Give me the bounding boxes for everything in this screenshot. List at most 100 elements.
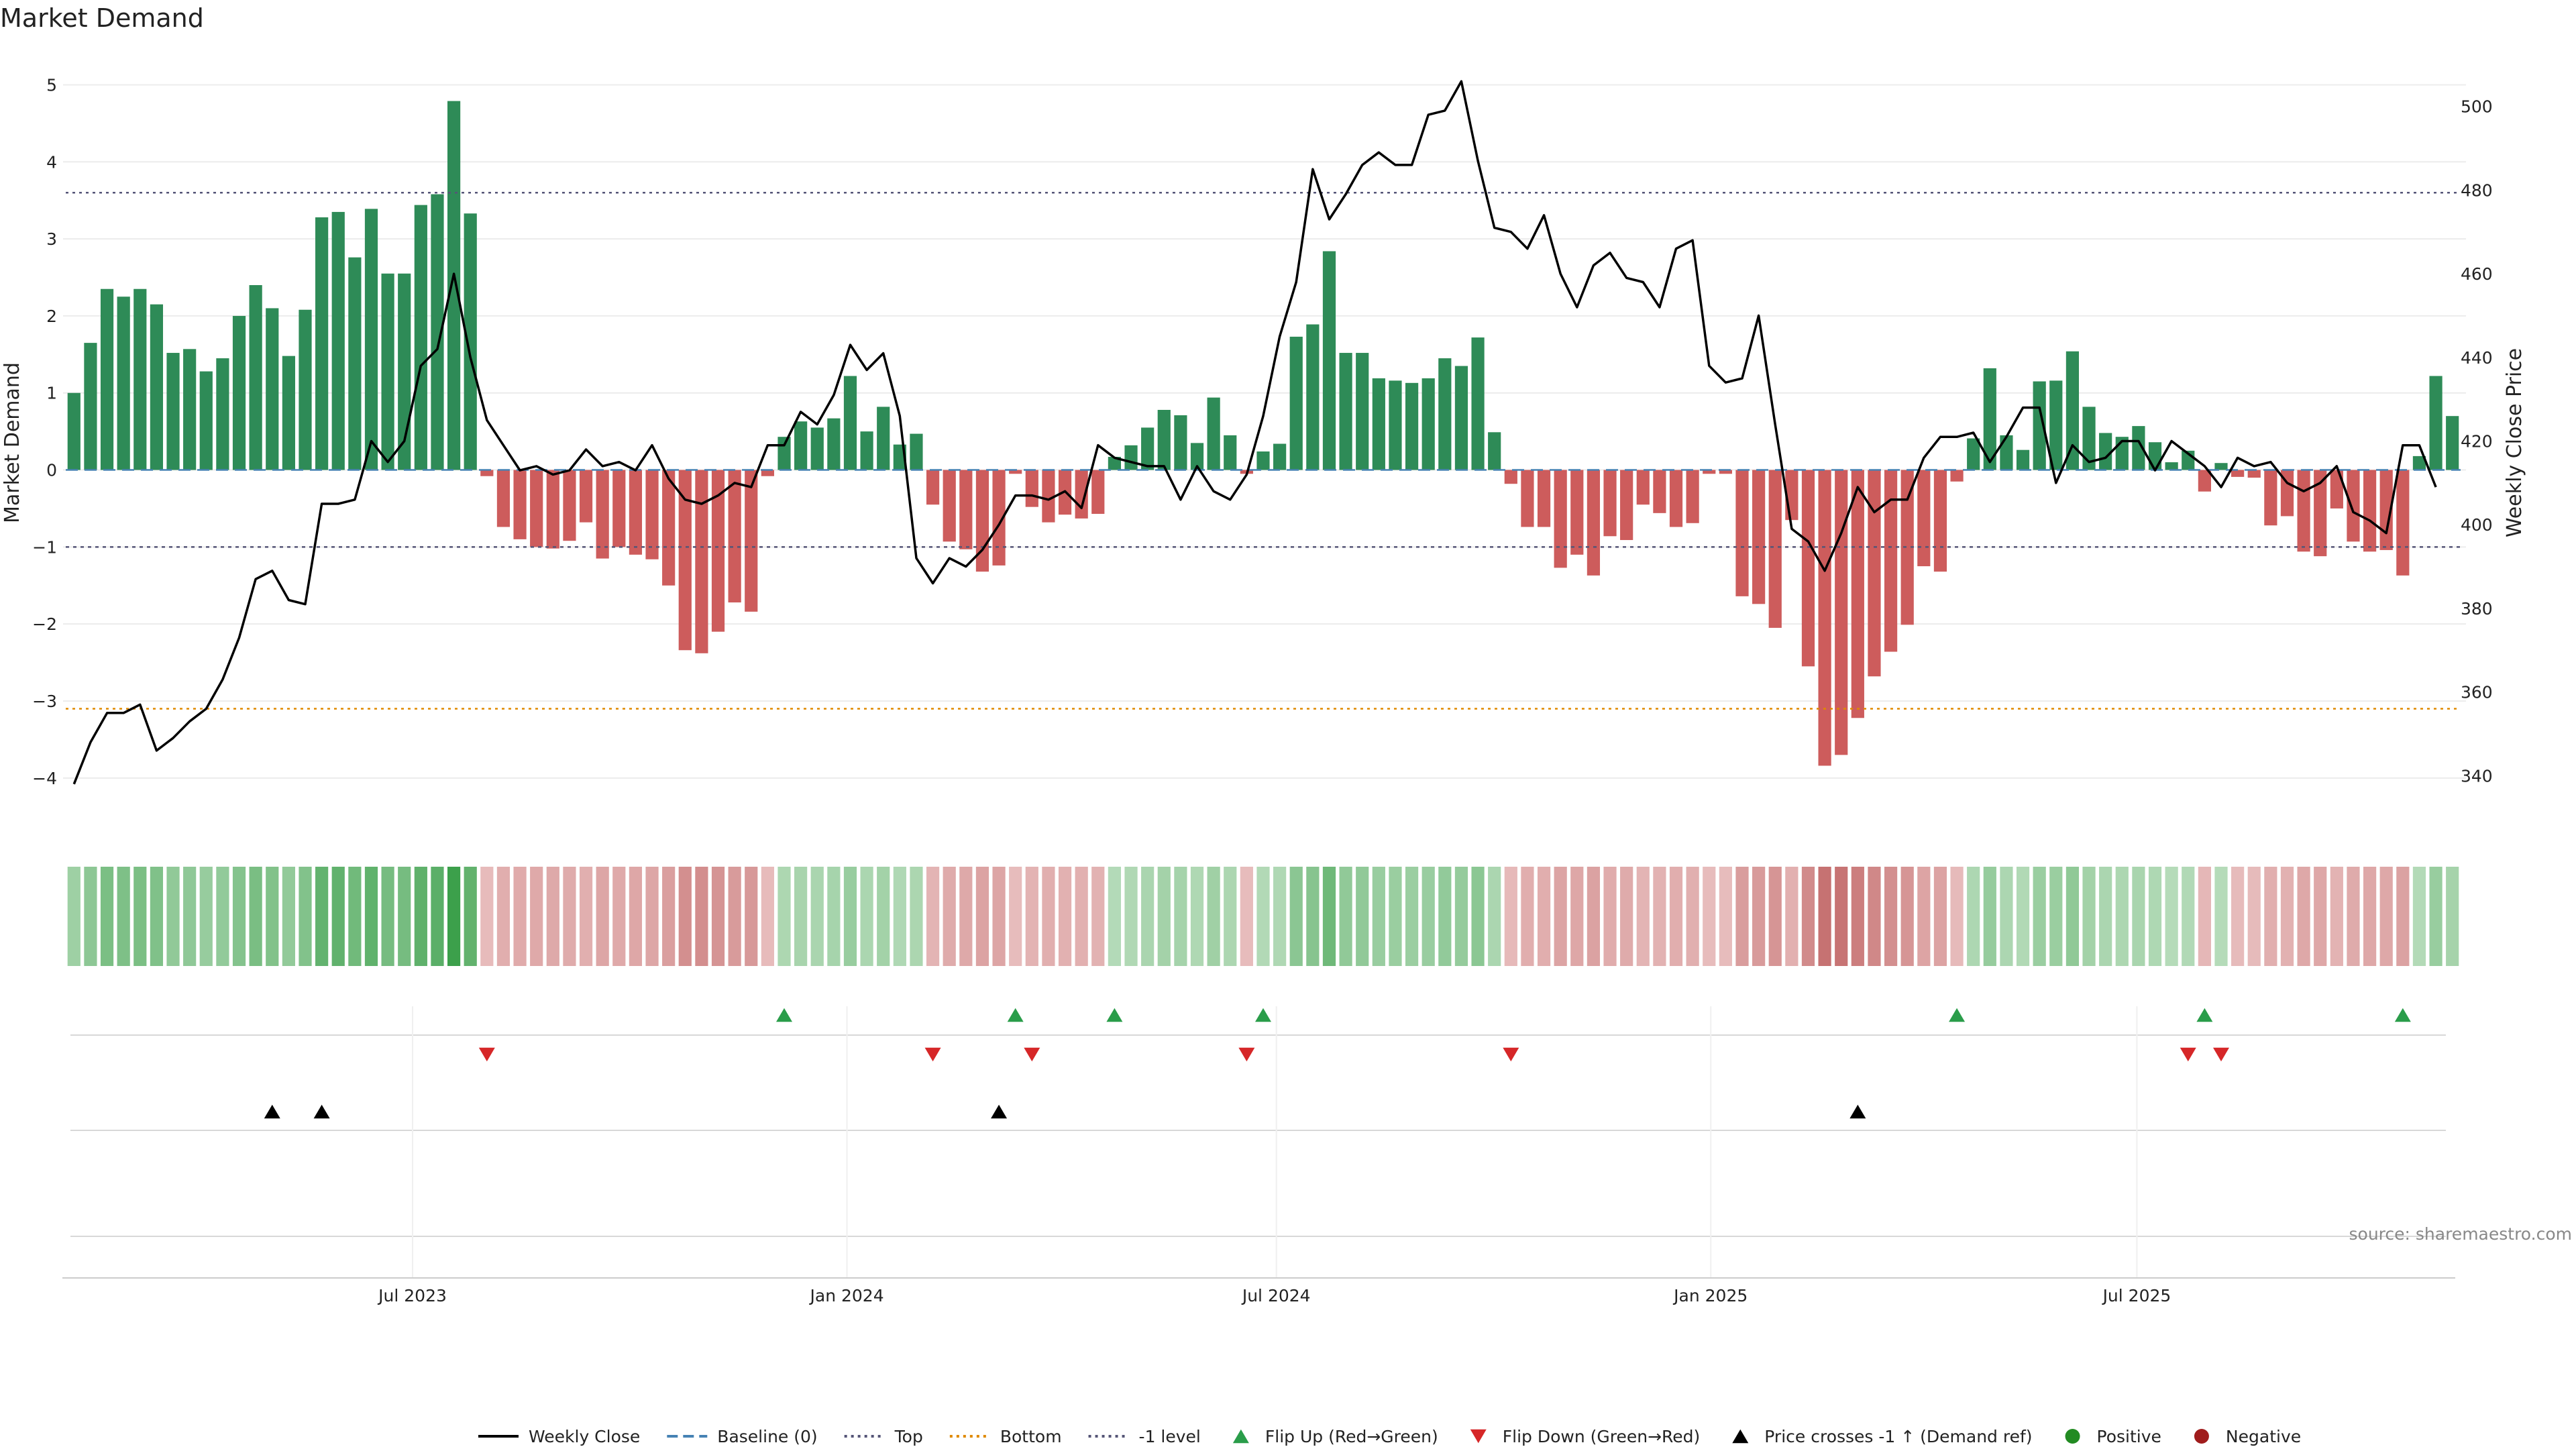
- heat-cell: [810, 867, 824, 966]
- heat-cell: [232, 867, 246, 966]
- x-tick-label: Jul 2023: [377, 1286, 447, 1305]
- heat-cell: [166, 867, 180, 966]
- demand-bar: [2198, 470, 2211, 492]
- heat-cell: [315, 867, 329, 966]
- demand-bar: [2049, 380, 2063, 470]
- demand-bar: [2016, 449, 2030, 470]
- heat-cell: [183, 867, 197, 966]
- flip-down-marker: [2180, 1047, 2196, 1062]
- demand-bar: [1983, 368, 1996, 470]
- y2-axis-label: Weekly Close Price: [2503, 348, 2526, 537]
- y-tick-label: 2: [46, 307, 57, 326]
- heat-cell: [2099, 867, 2112, 966]
- demand-bar: [1174, 415, 1187, 470]
- heat-cell: [1983, 867, 1996, 966]
- heat-cell: [1042, 867, 1055, 966]
- demand-bar: [2412, 455, 2426, 470]
- heat-cell: [678, 867, 692, 966]
- heat-cell: [1884, 867, 1898, 966]
- heat-cell: [1835, 867, 1848, 966]
- flip-down-marker: [1238, 1047, 1255, 1062]
- flip-up-marker: [2196, 1008, 2213, 1022]
- demand-bar: [1322, 251, 1336, 470]
- heat-cell: [761, 867, 774, 966]
- heat-cell: [1306, 867, 1320, 966]
- demand-bar: [1224, 435, 1237, 470]
- demand-bar: [1356, 353, 1369, 470]
- heat-cell: [1075, 867, 1088, 966]
- heat-cell: [596, 867, 609, 966]
- y-tick-label: 4: [46, 152, 57, 172]
- heat-cell: [199, 867, 213, 966]
- demand-bar: [2165, 462, 2178, 470]
- heat-cell: [695, 867, 708, 966]
- heat-cell: [496, 867, 511, 966]
- flip-up-marker: [776, 1008, 792, 1022]
- x-tick-label: Jul 2024: [1241, 1286, 1311, 1305]
- heat-cell: [100, 867, 114, 966]
- demand-bar: [1091, 470, 1105, 514]
- demand-bar: [695, 470, 708, 653]
- heat-cell: [1719, 867, 1732, 966]
- demand-bar: [431, 194, 444, 470]
- flip-down-marker: [478, 1047, 495, 1062]
- heat-cell: [2115, 867, 2129, 966]
- demand-bar: [381, 273, 394, 470]
- demand-bar: [2330, 470, 2343, 508]
- demand-bar: [150, 304, 164, 470]
- y2-tick-label: 360: [2461, 683, 2493, 702]
- demand-bar: [612, 470, 626, 547]
- heat-cell: [1273, 867, 1287, 966]
- heat-cell: [1207, 867, 1220, 966]
- demand-bar: [1768, 470, 1782, 628]
- demand-bar: [496, 470, 511, 527]
- heat-cell: [943, 867, 956, 966]
- demand-bar: [728, 470, 741, 603]
- heat-cell: [2314, 867, 2327, 966]
- heat-cell: [2000, 867, 2013, 966]
- demand-bar: [1570, 470, 1584, 555]
- right-axis-ticks: 340 360 380 400 420 440 460 480 500: [2461, 97, 2493, 786]
- heat-cell: [1570, 867, 1584, 966]
- heat-cell: [266, 867, 279, 966]
- demand-bar: [860, 431, 873, 470]
- demand-bar: [266, 308, 279, 470]
- y-tick-label: 1: [46, 384, 57, 403]
- demand-bar: [1207, 397, 1220, 470]
- heat-cell: [1686, 867, 1699, 966]
- demand-bar: [1950, 470, 1964, 482]
- legend-label: Top: [894, 1427, 923, 1446]
- heat-cell: [959, 867, 973, 966]
- demand-bar: [1653, 470, 1666, 513]
- demand-bar: [1801, 470, 1815, 667]
- y-tick-label: 3: [46, 229, 57, 249]
- demand-bar: [1521, 470, 1534, 527]
- demand-bar: [2214, 463, 2228, 470]
- demand-bar: [1537, 470, 1551, 527]
- heat-cell: [926, 867, 940, 966]
- heat-cell: [1009, 867, 1022, 966]
- demand-bar: [546, 470, 559, 549]
- legend-swatch: [1470, 1429, 1487, 1444]
- heat-cell: [1603, 867, 1617, 966]
- demand-bar: [1620, 470, 1633, 541]
- heat-cell: [414, 867, 427, 966]
- weekly-close-series: [72, 80, 2437, 785]
- heat-cell: [2198, 867, 2211, 966]
- heat-cell: [2247, 867, 2261, 966]
- flip-up-marker: [1007, 1008, 1024, 1022]
- heat-cell: [1471, 867, 1485, 966]
- heat-cell: [645, 867, 659, 966]
- heat-cell: [282, 867, 295, 966]
- demand-bar: [992, 470, 1006, 566]
- demand-bar: [975, 470, 989, 572]
- demand-bar: [745, 470, 758, 612]
- heat-cell: [67, 867, 80, 966]
- legend: Weekly Close Baseline (0) Top Bottom -1 leve…: [478, 1427, 2301, 1446]
- demand-bar: [2446, 416, 2459, 470]
- price-cross-marker: [1849, 1104, 1866, 1119]
- heat-cell: [381, 867, 394, 966]
- heat-cell: [2182, 867, 2195, 966]
- legend-label: -1 level: [1139, 1427, 1201, 1446]
- demand-bar: [1933, 470, 1947, 572]
